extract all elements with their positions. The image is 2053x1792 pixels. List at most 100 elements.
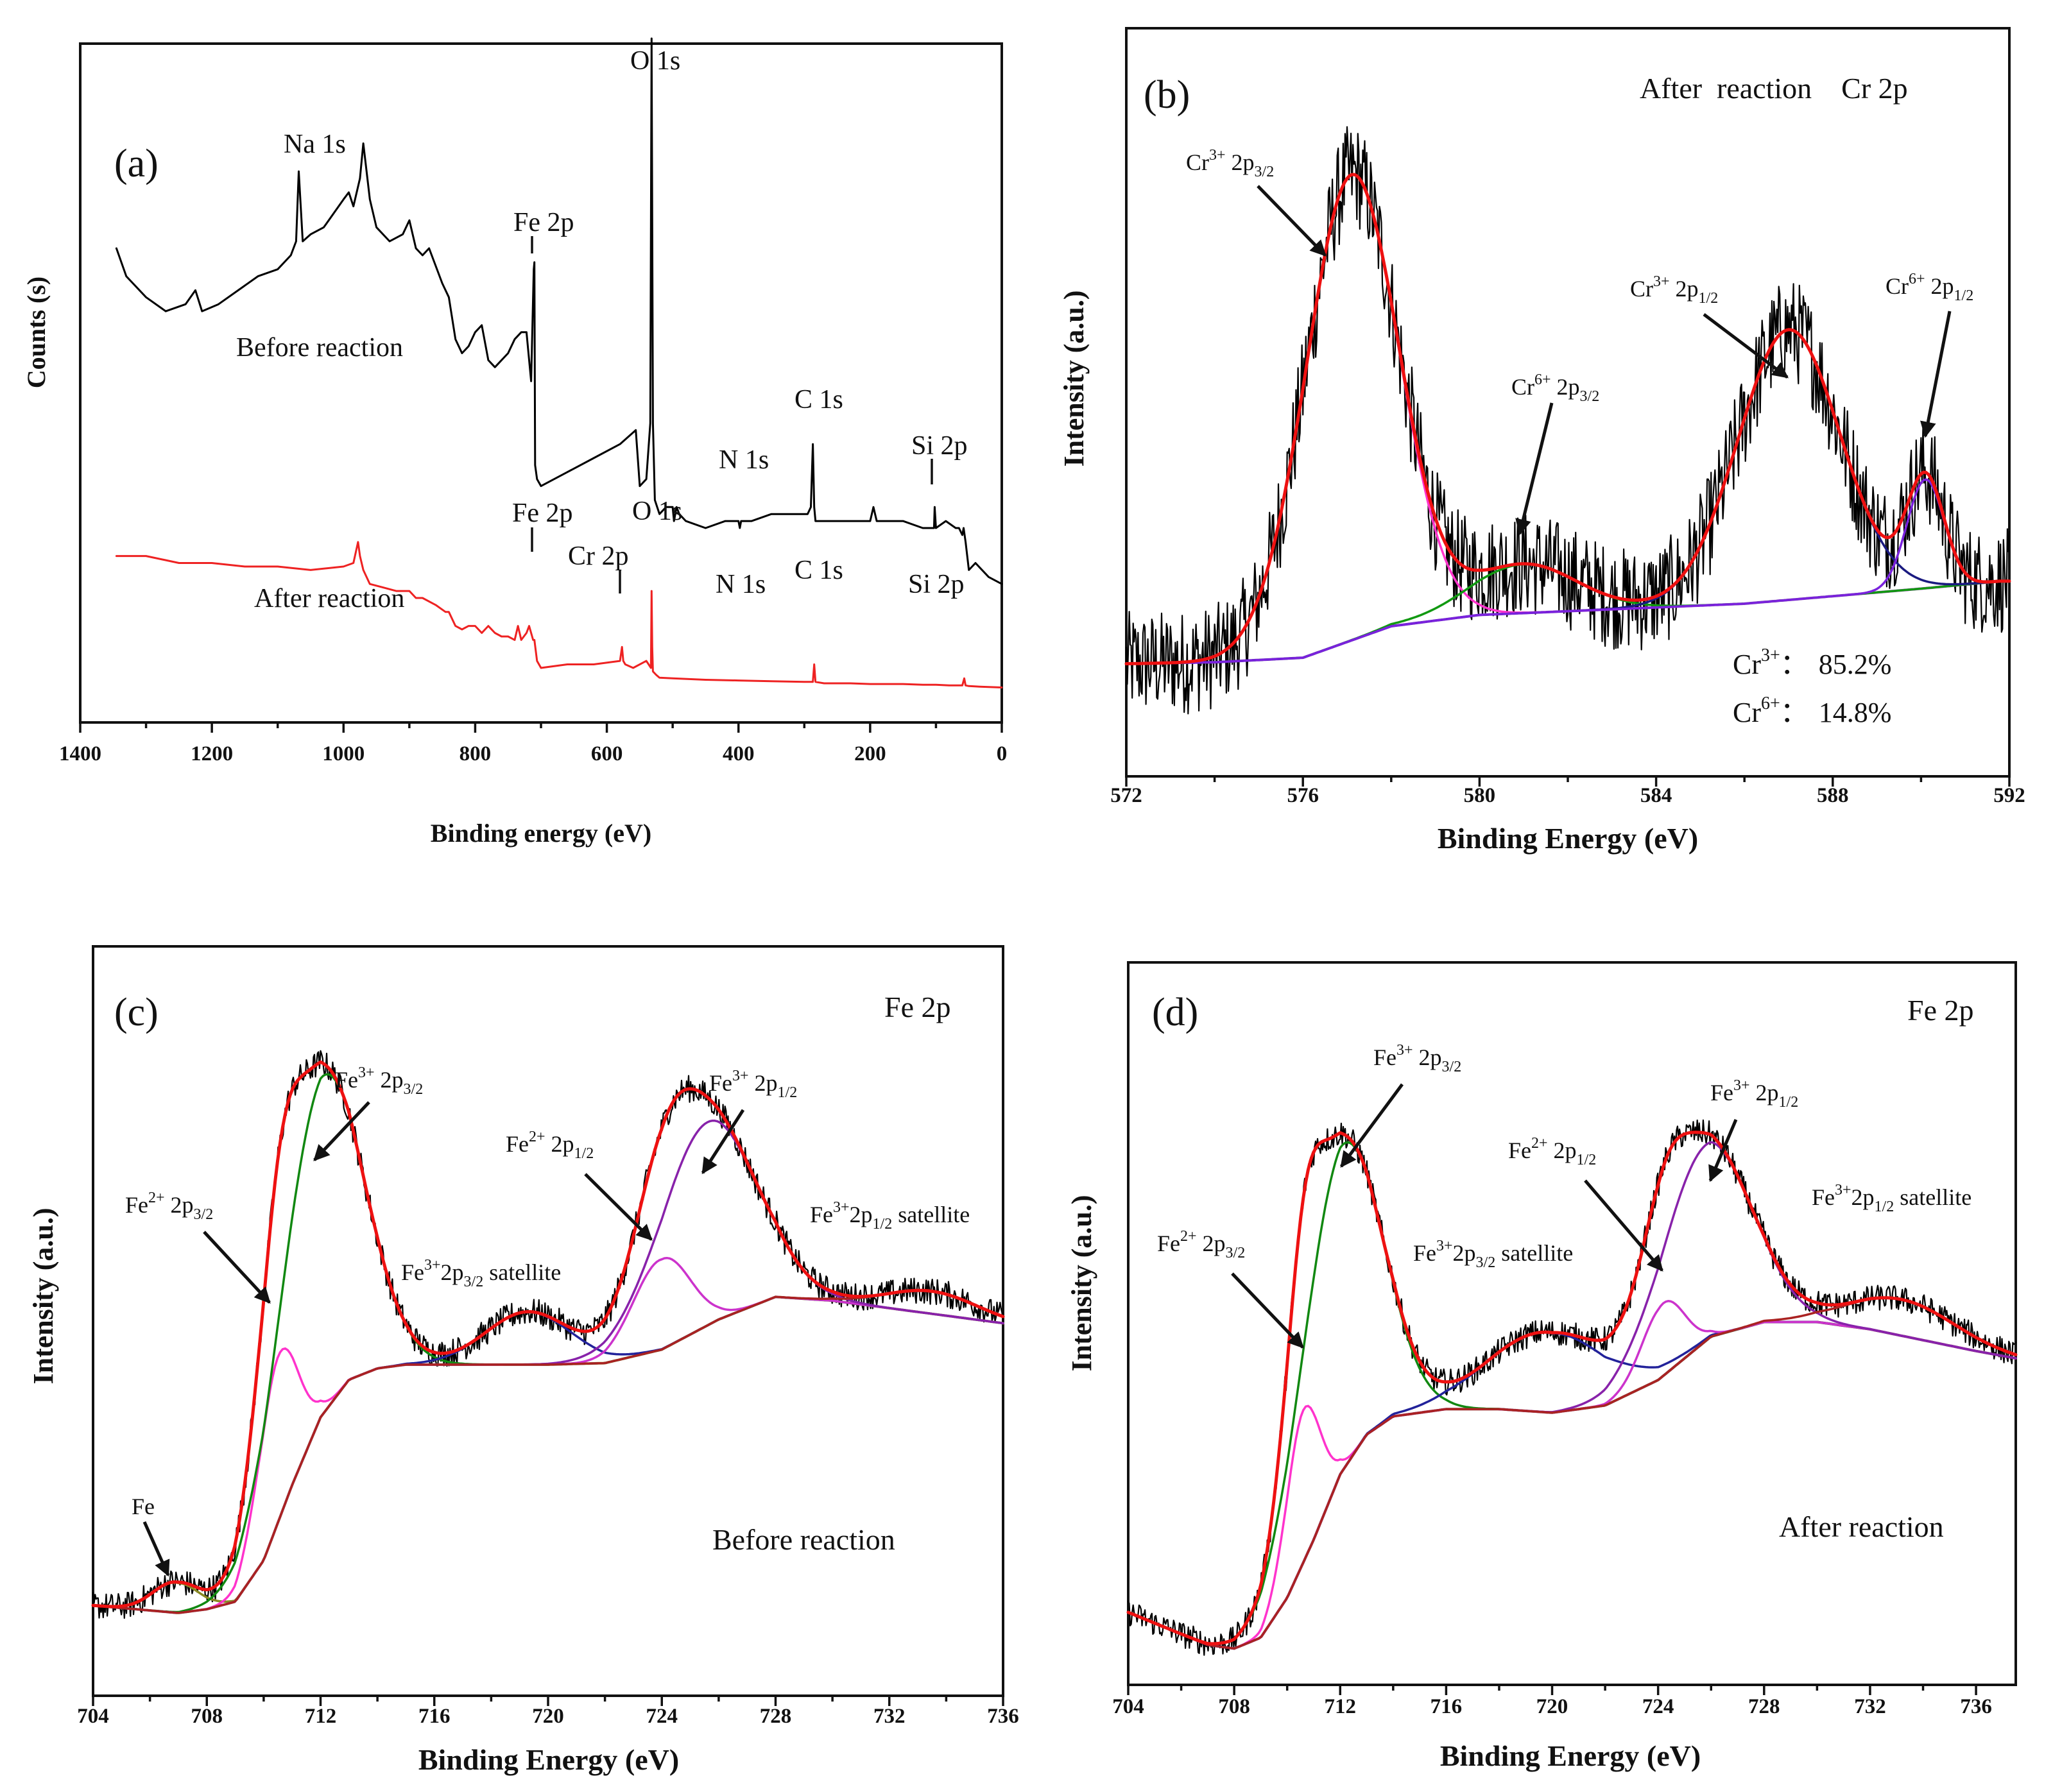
panel-b-tick-marks (1125, 776, 2011, 787)
panel-c-peak-label-fe3-2p12: Fe3+ 2p1/2 (709, 1068, 797, 1101)
panel-b-x-axis-label: Binding Energy (eV) (1438, 822, 1698, 855)
panel-b-peak-label-cr3-2p12: Cr3+ 2p1/2 (1630, 273, 1718, 307)
panel-d-peak-label-fe3-2p32: Fe3+ 2p3/2 (1373, 1042, 1461, 1075)
x-tick-label-716: 716 (418, 1705, 451, 1728)
x-tick-label-588: 588 (1817, 784, 1849, 807)
panel-d-plot-frame (1127, 961, 2017, 1686)
panel-d-series (1126, 1119, 2018, 1656)
x-tick-label-732: 732 (1854, 1695, 1886, 1718)
panel-c-peak-label-fe-metal: Fe (132, 1494, 155, 1519)
panel-d-peak-label-fe3-2p32-satellite: Fe3+2p3/2 satellite (1413, 1238, 1573, 1271)
x-tick-label-600: 600 (591, 742, 623, 765)
x-tick-label-712: 712 (305, 1705, 337, 1728)
panel-a-label-n-1s-after: N 1s (716, 570, 766, 599)
panel-c-title: Fe 2p (884, 991, 951, 1023)
x-tick-label-584: 584 (1640, 784, 1672, 807)
panel-d-condition-label: After reaction (1779, 1510, 1944, 1543)
panel-b-arrow-cr3-2p32 (1257, 185, 1327, 257)
panel-c-x-axis-label: Binding Energy (eV) (418, 1743, 679, 1776)
panel-b-peak-label-cr3-2p32: Cr3+ 2p3/2 (1186, 147, 1274, 180)
x-tick-label-576: 576 (1287, 784, 1319, 807)
x-tick-label-1400: 1400 (59, 742, 101, 765)
panel-a-survey-chart: 1400 1200 1000 800 600 400 200 0 Binding energy… (22, 37, 1007, 848)
panel-b-cr3-percent: Cr3+： 85.2% (1733, 645, 1891, 680)
panel-c-tick-marks (92, 1696, 1004, 1706)
panel-a-x-axis-label: Binding energy (eV) (431, 819, 651, 848)
x-tick-label-400: 400 (723, 742, 755, 765)
x-tick-label-732: 732 (873, 1705, 906, 1728)
fit-envelope-line (1124, 173, 2011, 665)
fit-envelope-line (1126, 1131, 2018, 1646)
panel-a-label-o-1s-before: O 1s (630, 46, 680, 76)
panel-b-title: After reaction Cr 2p (1640, 72, 1908, 105)
panel-d-arrow-fe2-2p32 (1231, 1272, 1304, 1349)
panel-c-peak-label-fe3-2p32-satellite: Fe3+2p3/2 satellite (401, 1257, 561, 1290)
panel-c-x-tick-labels: 704 708 712 716 720 724 728 732 736 (77, 1705, 1019, 1728)
peak-component-fe3-2p1-2-satellite (1127, 1297, 2017, 1650)
x-tick-label-800: 800 (460, 742, 492, 765)
x-tick-label-704: 704 (1112, 1695, 1144, 1718)
panel-b-cr6-percent: Cr6+： 14.8% (1733, 694, 1891, 728)
x-tick-label-1200: 1200 (191, 742, 233, 765)
panel-c-series (91, 1050, 1005, 1619)
panel-d-arrow-fe3-2p32 (1339, 1083, 1404, 1168)
panel-c-arrow-fe2-2p32 (203, 1231, 271, 1304)
x-tick-label-724: 724 (646, 1705, 678, 1728)
panel-d-fe-2p-after-chart: 704 708 712 716 720 724 728 732 736 Binding Ener… (1066, 961, 2018, 1772)
panel-a-before-reaction-label: Before reaction (236, 333, 403, 363)
peak-component-fe2-2p1-2 (1127, 1300, 2017, 1650)
x-tick-label-736: 736 (1960, 1695, 1992, 1718)
panel-a-plot-frame (79, 42, 1003, 724)
panel-c-peak-label-fe2-2p32: Fe2+ 2p3/2 (125, 1190, 213, 1223)
panel-a-label-o-1s-after: O 1s (632, 497, 682, 526)
panel-d-arrow-fe2-2p12 (1584, 1179, 1663, 1272)
peak-component-fe3-2p3-2-satellite (1127, 1320, 2017, 1650)
x-tick-label-572: 572 (1110, 784, 1142, 807)
x-tick-label-592: 592 (1993, 784, 2025, 807)
panel-b-y-axis-label: Intensity (a.u.) (1058, 290, 1090, 466)
panel-a-label-n-1s-before: N 1s (719, 445, 769, 475)
panel-c-y-axis-label: Intensity (a.u.) (28, 1207, 59, 1384)
panel-c-peak-label-fe2-2p12: Fe2+ 2p1/2 (506, 1129, 594, 1162)
panel-b-arrow-cr6-2p12 (1920, 311, 1952, 438)
panel-d-x-axis-label: Binding Energy (eV) (1440, 1739, 1701, 1772)
panel-d-y-axis-label: Intensity (a.u.) (1066, 1195, 1097, 1371)
x-tick-label-724: 724 (1642, 1695, 1674, 1718)
panel-c-fe-2p-before-chart: 704 708 712 716 720 724 728 732 736 Binding Ener… (28, 945, 1019, 1776)
panel-d-peak-label-fe3-2p12: Fe3+ 2p1/2 (1710, 1077, 1798, 1111)
x-tick-label-0: 0 (997, 742, 1008, 765)
panel-d-arrow-fe3-2p12 (1708, 1119, 1738, 1182)
panel-a-series (115, 37, 1003, 688)
x-tick-label-1000: 1000 (322, 742, 365, 765)
panel-b-arrow-cr6-2p32 (1515, 402, 1554, 536)
background-line (1127, 1320, 2017, 1650)
panel-b-x-tick-labels: 572 576 580 584 588 592 (1110, 784, 2025, 807)
panel-c-peak-label-fe3-2p32: Fe3+ 2p3/2 (335, 1064, 423, 1098)
panel-a-x-tick-labels: 1400 1200 1000 800 600 400 200 0 (59, 742, 1007, 765)
peak-component-cr6-2p1-2 (1125, 478, 2011, 665)
survey-line-after (115, 541, 1003, 688)
panel-c-arrow-fe3-2p12 (701, 1109, 745, 1175)
panel-b-arrow-cr3-2p12 (1703, 313, 1789, 379)
peak-component-fe3-2p1-2-satellite (92, 1289, 1004, 1614)
fit-envelope-line (91, 1060, 1005, 1609)
panel-d-peak-label-fe3-2p12-satellite: Fe3+2p1/2 satellite (1812, 1182, 1971, 1215)
panel-a-label-c-1s-after: C 1s (795, 556, 843, 585)
x-tick-label-720: 720 (1536, 1695, 1568, 1718)
peak-component-fe3-2p3-2 (1127, 1141, 2017, 1645)
raw-spectrum-line (1125, 126, 2011, 715)
x-tick-label-728: 728 (760, 1705, 792, 1728)
panel-a-label-si-2p-before: Si 2p (911, 431, 968, 461)
survey-line-before (115, 37, 1003, 585)
panel-a-label-c-1s-before: C 1s (795, 385, 843, 414)
panel-c-arrow-fe2-2p12 (584, 1173, 653, 1241)
panel-c-condition-label: Before reaction (712, 1523, 895, 1556)
panel-d-title: Fe 2p (1907, 994, 1974, 1027)
panel-d-label: (d) (1152, 991, 1198, 1034)
x-tick-label-200: 200 (854, 742, 886, 765)
x-tick-label-716: 716 (1430, 1695, 1463, 1718)
panel-b-peak-label-cr6-2p12: Cr6+ 2p1/2 (1885, 271, 1973, 304)
panel-c-peak-label-fe3-2p12-satellite: Fe3+2p1/2 satellite (810, 1199, 970, 1233)
panel-a-label: (a) (114, 142, 159, 185)
